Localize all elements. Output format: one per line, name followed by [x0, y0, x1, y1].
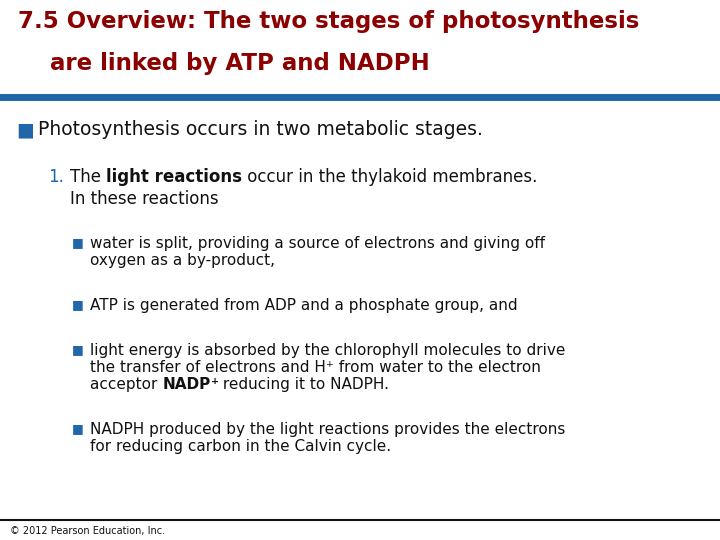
Text: acceptor: acceptor — [90, 377, 162, 392]
Text: ■: ■ — [16, 120, 34, 139]
Text: for reducing carbon in the Calvin cycle.: for reducing carbon in the Calvin cycle. — [90, 439, 391, 454]
Text: 1.: 1. — [48, 168, 64, 186]
Text: water is split, providing a source of electrons and giving off: water is split, providing a source of el… — [90, 236, 545, 251]
Text: NADP: NADP — [162, 377, 210, 392]
Text: Photosynthesis occurs in two metabolic stages.: Photosynthesis occurs in two metabolic s… — [38, 120, 483, 139]
Text: light reactions: light reactions — [107, 168, 242, 186]
Text: ATP is generated from ADP and a phosphate group, and: ATP is generated from ADP and a phosphat… — [90, 298, 518, 313]
Bar — [0, 0, 720, 97]
Text: ■: ■ — [72, 298, 84, 311]
Text: occur in the thylakoid membranes.: occur in the thylakoid membranes. — [242, 168, 538, 186]
Text: The: The — [70, 168, 107, 186]
Text: © 2012 Pearson Education, Inc.: © 2012 Pearson Education, Inc. — [10, 526, 165, 536]
Text: 7.5 Overview: The two stages of photosynthesis: 7.5 Overview: The two stages of photosyn… — [18, 10, 639, 33]
Text: In these reactions: In these reactions — [70, 190, 219, 208]
Text: ⁺: ⁺ — [210, 377, 218, 392]
Text: NADPH produced by the light reactions provides the electrons: NADPH produced by the light reactions pr… — [90, 422, 565, 437]
Text: ■: ■ — [72, 343, 84, 356]
Text: the transfer of electrons and H⁺ from water to the electron: the transfer of electrons and H⁺ from wa… — [90, 360, 541, 375]
Text: are linked by ATP and NADPH: are linked by ATP and NADPH — [18, 52, 430, 75]
Text: ■: ■ — [72, 236, 84, 249]
Text: oxygen as a by-product,: oxygen as a by-product, — [90, 253, 275, 268]
Text: ■: ■ — [72, 422, 84, 435]
Text: light energy is absorbed by the chlorophyll molecules to drive: light energy is absorbed by the chloroph… — [90, 343, 565, 358]
Text: reducing it to NADPH.: reducing it to NADPH. — [218, 377, 390, 392]
